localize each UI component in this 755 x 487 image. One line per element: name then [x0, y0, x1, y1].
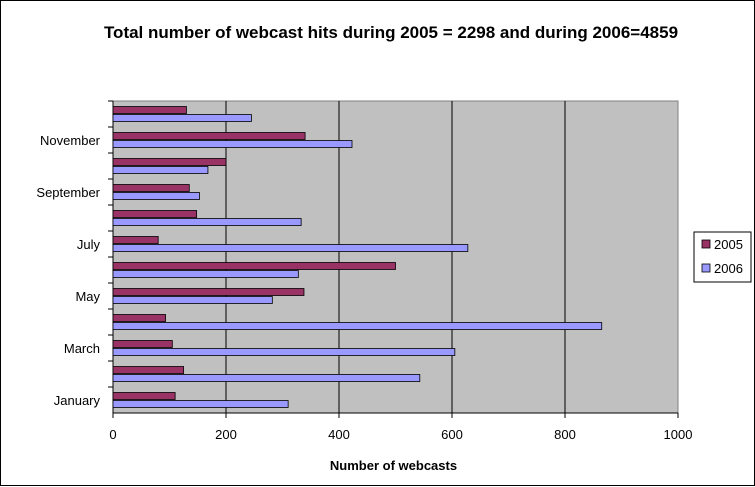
legend-label-2005: 2005 [714, 237, 743, 252]
y-tick-label: July [77, 237, 101, 252]
bar-2005 [112, 262, 396, 270]
x-tick-label: 1000 [664, 427, 693, 442]
bar-2005 [112, 392, 176, 400]
y-tick-label: May [75, 289, 100, 304]
legend-swatch-2005 [701, 239, 711, 249]
y-tick-label: September [36, 185, 100, 200]
x-tick-label: 600 [441, 427, 463, 442]
y-tick-label: November [40, 133, 101, 148]
x-tick-label: 800 [554, 427, 576, 442]
bar-2006 [112, 374, 421, 382]
legend-swatch-2006 [701, 263, 711, 273]
x-axis-title: Number of webcasts [330, 458, 457, 473]
bar-2006 [112, 296, 273, 304]
plot-area [112, 100, 679, 414]
bar-2005 [112, 106, 187, 114]
bar-2006 [112, 348, 456, 356]
bar-2006 [112, 270, 299, 278]
y-tick-label: March [64, 341, 100, 356]
x-tick-label: 200 [215, 427, 237, 442]
x-tick-label: 400 [328, 427, 350, 442]
bar-2005 [112, 158, 227, 166]
bar-2006 [112, 400, 289, 408]
bar-2005 [112, 132, 306, 140]
bar-2005 [112, 210, 198, 218]
bar-2005 [112, 314, 166, 322]
bar-2005 [112, 340, 173, 348]
bar-2006 [112, 218, 302, 226]
x-tick-label: 0 [109, 427, 116, 442]
chart-title: Total number of webcast hits during 2005… [103, 23, 679, 42]
bar-2006 [112, 192, 200, 200]
bar-2005 [112, 236, 159, 244]
bar-2006 [112, 140, 353, 148]
bar-2006 [112, 114, 252, 122]
bar-2006 [112, 166, 209, 174]
bar-2005 [112, 366, 185, 374]
legend-label-2006: 2006 [714, 261, 743, 276]
bar-2006 [112, 244, 469, 252]
bar-2005 [112, 288, 305, 296]
bar-2005 [112, 184, 190, 192]
y-tick-label: January [54, 393, 101, 408]
bar-2006 [112, 322, 603, 330]
